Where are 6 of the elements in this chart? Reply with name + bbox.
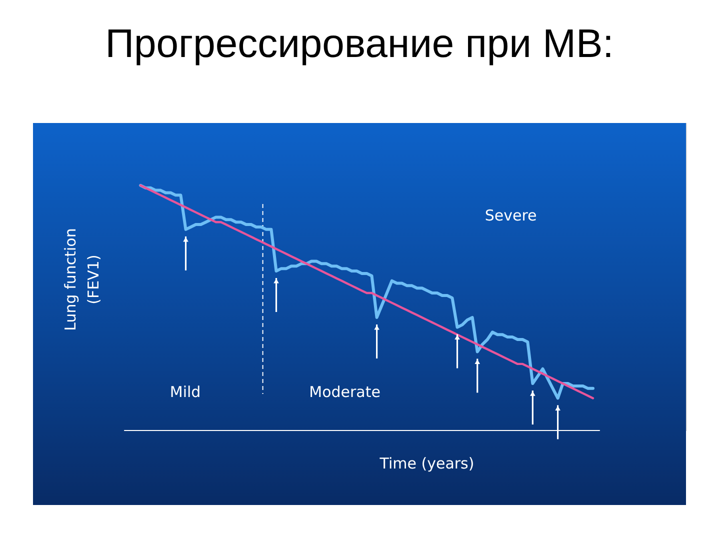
annotation: Mild (170, 383, 201, 401)
x-axis-title: Time (years) (378, 454, 474, 472)
chart-title: Прогрессирование при МВ: (105, 22, 614, 66)
annotation: Severe (484, 206, 537, 224)
annotation: Moderate (309, 383, 380, 401)
y-axis-title: Lung function (FEV1) (62, 228, 102, 331)
